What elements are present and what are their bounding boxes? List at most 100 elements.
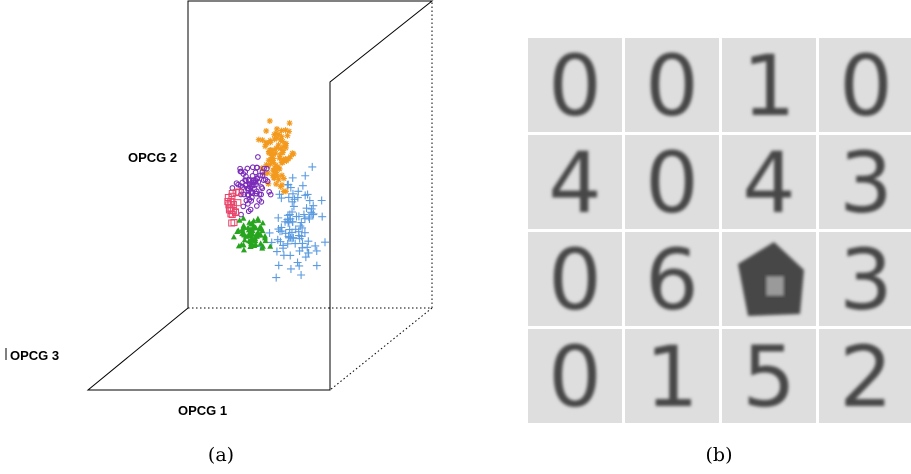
point bbox=[282, 127, 289, 134]
point bbox=[279, 149, 286, 156]
point bbox=[254, 215, 261, 222]
point bbox=[277, 194, 286, 203]
point bbox=[288, 197, 297, 206]
point bbox=[274, 164, 281, 171]
point bbox=[259, 219, 266, 226]
digit-cell bbox=[722, 135, 816, 229]
point bbox=[259, 172, 266, 178]
point bbox=[299, 210, 308, 219]
digit-cell bbox=[819, 38, 911, 132]
digit-cell bbox=[819, 329, 911, 423]
point bbox=[245, 208, 252, 215]
box-edges bbox=[86, 0, 434, 391]
point bbox=[283, 211, 292, 220]
point bbox=[282, 144, 289, 151]
point bbox=[243, 197, 250, 204]
point bbox=[270, 155, 277, 162]
point bbox=[321, 238, 330, 247]
point bbox=[309, 209, 318, 218]
point bbox=[232, 189, 240, 197]
point bbox=[262, 237, 269, 244]
point bbox=[294, 187, 303, 196]
digit: 0 bbox=[645, 37, 698, 135]
point bbox=[224, 194, 232, 202]
point bbox=[268, 156, 275, 163]
point bbox=[245, 185, 252, 192]
point bbox=[274, 213, 283, 222]
point bbox=[233, 180, 240, 187]
digit: 4 bbox=[742, 134, 795, 232]
point bbox=[234, 228, 241, 234]
point bbox=[228, 190, 236, 198]
point bbox=[284, 132, 291, 139]
point bbox=[257, 231, 264, 238]
point bbox=[283, 239, 292, 248]
point bbox=[259, 227, 266, 234]
digit: 4 bbox=[548, 134, 601, 232]
point bbox=[264, 140, 271, 147]
point bbox=[241, 232, 248, 238]
point bbox=[298, 243, 307, 252]
point bbox=[297, 270, 306, 279]
point bbox=[274, 173, 281, 180]
point bbox=[238, 241, 245, 248]
point bbox=[230, 233, 237, 240]
digit: 1 bbox=[742, 37, 795, 135]
point bbox=[267, 139, 274, 146]
axis-label: OPCG 1 bbox=[178, 403, 227, 418]
point bbox=[271, 136, 278, 143]
digit-cell bbox=[722, 329, 816, 423]
point bbox=[267, 243, 274, 249]
digit-cell bbox=[625, 38, 719, 132]
digit-cell bbox=[625, 329, 719, 423]
point bbox=[262, 176, 269, 183]
point bbox=[262, 143, 269, 150]
point bbox=[275, 176, 282, 183]
point bbox=[269, 172, 276, 179]
point bbox=[267, 147, 274, 154]
point bbox=[296, 222, 305, 231]
point bbox=[288, 173, 297, 182]
point bbox=[279, 181, 286, 188]
point bbox=[272, 273, 281, 282]
digit: 0 bbox=[548, 328, 601, 426]
point bbox=[273, 169, 280, 176]
point bbox=[259, 185, 266, 192]
box-hidden-edges bbox=[188, 1, 433, 391]
panel-a bbox=[5, 0, 434, 391]
point bbox=[284, 193, 293, 202]
point bbox=[283, 157, 290, 164]
scatter-points bbox=[224, 117, 330, 282]
digit-cell bbox=[528, 232, 622, 326]
digit-grid: 0 0 1 04 0 4 30 6 30 1 5 2 bbox=[528, 37, 911, 426]
point bbox=[309, 201, 318, 210]
point bbox=[234, 199, 242, 207]
point bbox=[280, 175, 287, 182]
point bbox=[297, 218, 306, 227]
point bbox=[247, 243, 254, 249]
point bbox=[298, 223, 307, 232]
point bbox=[265, 150, 272, 157]
point bbox=[294, 212, 303, 221]
point bbox=[246, 196, 253, 203]
point bbox=[294, 231, 303, 240]
axis-label: OPCG 2 bbox=[128, 150, 177, 165]
point bbox=[253, 164, 260, 171]
point bbox=[249, 230, 256, 237]
point bbox=[263, 127, 270, 134]
point bbox=[289, 202, 298, 211]
point bbox=[305, 196, 314, 205]
point bbox=[273, 181, 280, 188]
caption: (b) bbox=[706, 444, 733, 466]
point bbox=[255, 136, 262, 143]
digit: 3 bbox=[839, 134, 892, 232]
point bbox=[252, 235, 259, 241]
point bbox=[229, 207, 237, 215]
point bbox=[259, 243, 266, 249]
point bbox=[256, 224, 263, 230]
point bbox=[252, 241, 259, 247]
point bbox=[272, 247, 281, 256]
digit: 1 bbox=[645, 328, 698, 426]
point bbox=[276, 155, 283, 162]
point bbox=[249, 181, 255, 188]
